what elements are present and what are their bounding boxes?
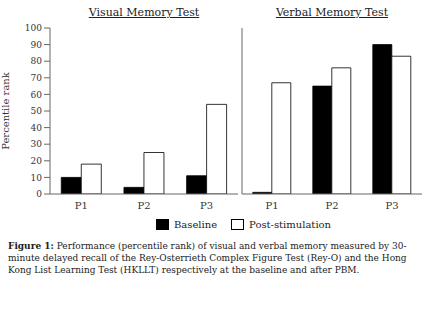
svg-text:P1: P1 [75,200,88,211]
svg-text:0: 0 [36,189,42,199]
html-text:Verbal Memory Test: Verbal Memory Test [275,6,389,19]
svg-text:60: 60 [31,90,43,100]
html-text:Figure 1: Performance (percent: Figure 1: Performance (percentile rank) … [8,241,407,275]
svg-text:70: 70 [31,73,43,83]
html-text:Baseline: Baseline [173,218,218,230]
svg-text:P2: P2 [325,200,338,211]
svg-text:50: 50 [31,106,43,116]
svg-text:20: 20 [31,156,43,166]
svg-text:100: 100 [25,23,42,33]
svg-text:P2: P2 [137,200,150,211]
svg-text:10: 10 [31,173,43,183]
svg-text:P3: P3 [200,200,213,211]
html-text:Post-stimulation: Post-stimulation [249,218,331,230]
svg-text:30: 30 [31,139,43,149]
svg-text:80: 80 [31,56,43,66]
svg-text:P1: P1 [265,200,278,211]
svg-text:40: 40 [31,123,43,133]
svg-text:90: 90 [31,40,43,50]
svg-text:Percentile rank: Percentile rank [8,71,11,150]
html-text:Visual Memory Test: Visual Memory Test [88,6,200,19]
svg-text:P3: P3 [385,200,398,211]
